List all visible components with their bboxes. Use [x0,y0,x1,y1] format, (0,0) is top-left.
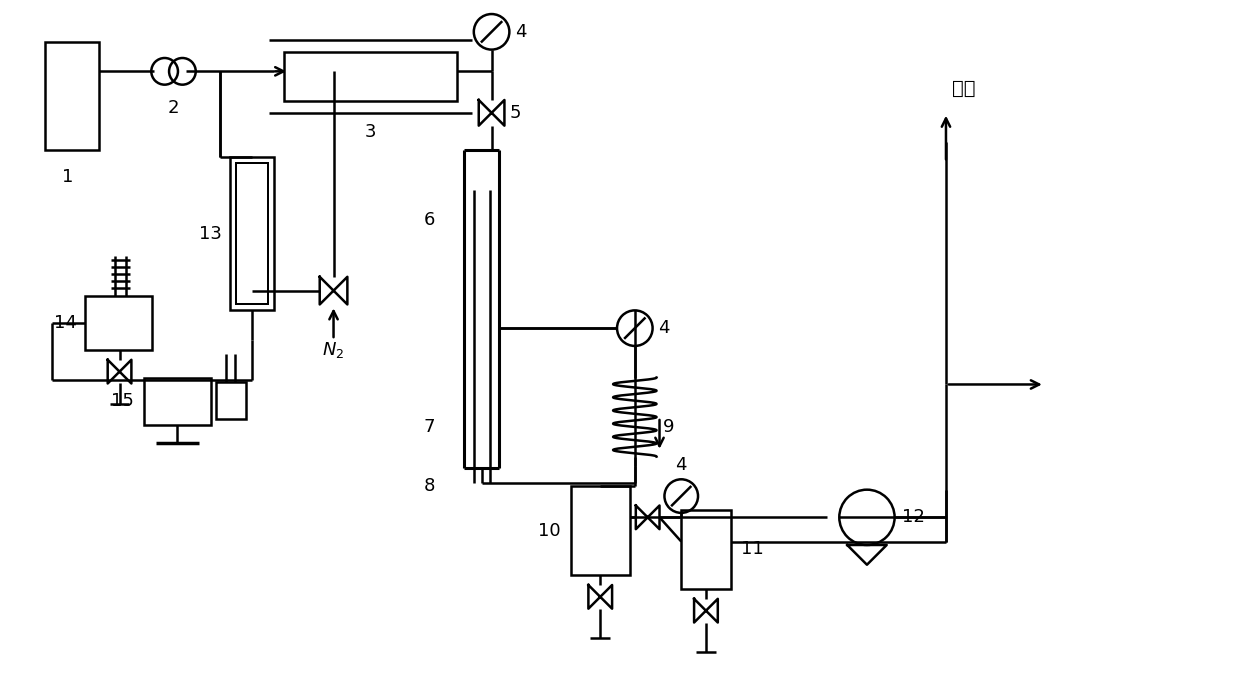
Bar [229,157,274,310]
Text: 10: 10 [538,522,560,540]
Bar [284,52,458,101]
Text: 6: 6 [424,210,435,229]
Bar [45,42,99,150]
Text: 2: 2 [167,99,180,117]
Text: 9: 9 [662,418,675,436]
Bar [681,510,730,589]
Bar [84,296,151,350]
Text: 12: 12 [901,508,924,527]
Text: 4: 4 [658,319,670,337]
Text: 4: 4 [516,23,527,41]
Text: 7: 7 [424,418,435,436]
Text: 13: 13 [200,225,222,243]
Bar [144,378,211,425]
Text: 3: 3 [365,123,376,141]
Text: 1: 1 [62,168,73,186]
Text: 5: 5 [510,104,521,122]
Text: 放空: 放空 [952,79,976,98]
Text: 8: 8 [424,477,435,495]
Bar [236,163,268,305]
Bar [216,382,246,419]
Text: $N_2$: $N_2$ [322,340,345,360]
Text: 15: 15 [112,392,134,410]
Text: 11: 11 [740,540,764,559]
Text: 4: 4 [676,456,687,475]
Bar [570,486,630,575]
Text: 14: 14 [53,313,77,332]
